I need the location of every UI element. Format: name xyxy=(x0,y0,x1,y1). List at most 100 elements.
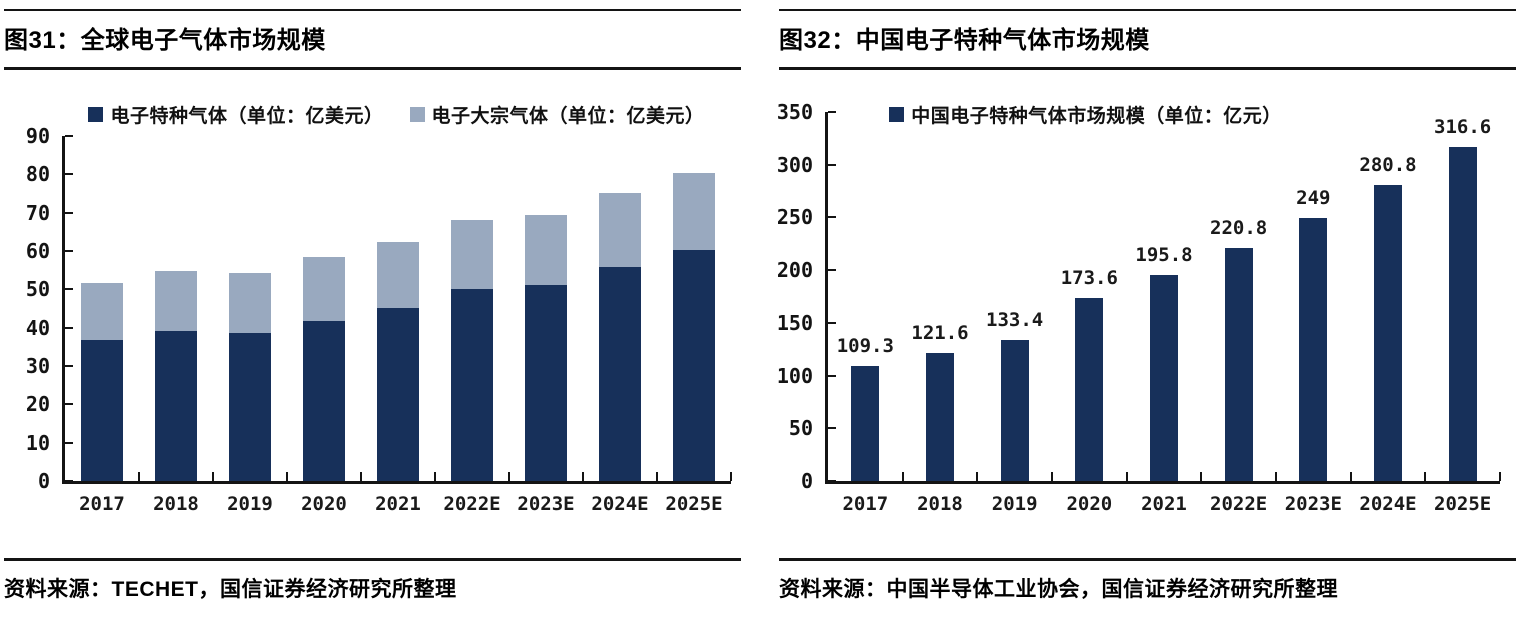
legend-swatch-icon xyxy=(88,107,104,122)
legend-item-0: 中国电子特种气体市场规模（单位：亿元） xyxy=(889,101,1282,128)
chart-legend: 电子特种气体（单位：亿美元） 电子大宗气体（单位：亿美元） xyxy=(62,101,731,128)
figure-panel-global-gas: 图31：全球电子气体市场规模 0 10 20 30 40 50 60 70 80 90 2017 20… xyxy=(4,9,741,603)
y-axis-tick xyxy=(828,480,836,482)
legend-label: 中国电子特种气体市场规模（单位：亿元） xyxy=(911,106,1282,127)
bar-segment-0 xyxy=(1150,274,1178,481)
bar-segment-0 xyxy=(599,267,641,481)
bar-segment-0 xyxy=(1299,218,1328,481)
bar-2021 xyxy=(377,136,419,481)
x-axis-label: 2017 xyxy=(79,493,125,515)
x-axis-tick xyxy=(655,472,658,481)
x-axis-tick xyxy=(508,472,510,481)
bar-2022E xyxy=(451,136,493,481)
y-axis-tick xyxy=(828,216,836,219)
y-axis-tick xyxy=(828,427,836,430)
bar-2023E xyxy=(1299,112,1328,481)
bar-value-label: 220.8 xyxy=(1210,217,1268,240)
legend-label: 电子特种气体（单位：亿美元） xyxy=(110,106,384,127)
bar-2021 xyxy=(1150,112,1178,481)
y-axis-tick-label: 40 xyxy=(25,315,50,340)
y-axis-tick-label: 30 xyxy=(25,354,50,378)
chart-legend: 中国电子特种气体市场规模（单位：亿元） xyxy=(825,101,1346,128)
y-axis-tick xyxy=(828,111,836,113)
bar-segment-0 xyxy=(1374,184,1402,481)
bar-2019 xyxy=(1000,112,1029,481)
y-axis-tick xyxy=(65,211,73,214)
y-axis-tick xyxy=(65,480,73,482)
legend-item-0: 电子特种气体（单位：亿美元） xyxy=(88,101,383,128)
y-axis-tick-label: 80 xyxy=(25,162,50,187)
bar-2020 xyxy=(1075,112,1104,481)
x-axis-label: 2023E xyxy=(1284,493,1342,515)
bar-value-label: 249 xyxy=(1296,187,1331,210)
bar-2024E xyxy=(599,136,641,481)
x-axis-tick xyxy=(286,472,288,481)
y-axis-tick-label: 0 xyxy=(37,469,50,493)
y-axis-tick-label: 350 xyxy=(776,100,813,124)
y-axis-tick xyxy=(65,365,73,368)
legend-label: 电子大宗气体（单位：亿美元） xyxy=(431,106,705,127)
y-axis-tick xyxy=(65,403,73,406)
figure-panel-china-specialty-gas: 图32：中国电子特种气体市场规模 0 50 100 150 200 250 300 350 10… xyxy=(777,9,1516,603)
bar-segment-0 xyxy=(80,339,123,481)
x-axis-label: 2020 xyxy=(301,493,347,515)
plot-area: 0 10 20 30 40 50 60 70 80 90 2017 2018 2019 2020 2021 2… xyxy=(26,126,732,514)
x-axis-label: 2021 xyxy=(1141,493,1187,515)
legend-swatch-icon xyxy=(889,107,905,122)
y-axis-tick-label: 300 xyxy=(776,152,813,177)
legend-item-1: 电子大宗气体（单位：亿美元） xyxy=(409,101,705,128)
bar-segment-0 xyxy=(377,307,419,481)
bar-segment-1 xyxy=(377,241,419,308)
y-axis-tick-label: 100 xyxy=(776,363,813,388)
bar-2024E xyxy=(1374,112,1402,481)
chart-china-specialty-gas: 0 50 100 150 200 250 300 350 109.3 2017 121.6 2018 1… xyxy=(777,70,1516,558)
bar-segment-1 xyxy=(80,283,123,340)
bar-2025E xyxy=(1448,112,1477,481)
x-axis-label: 2020 xyxy=(1066,493,1113,515)
panel-top-divider xyxy=(4,9,741,11)
x-axis-label: 2018 xyxy=(917,493,963,515)
y-axis-tick xyxy=(828,163,836,166)
x-axis-label: 2025E xyxy=(665,493,723,515)
y-axis-tick xyxy=(828,321,836,324)
y-axis-tick xyxy=(65,135,73,137)
x-axis-tick xyxy=(1349,472,1352,481)
bar-segment-0 xyxy=(1000,340,1029,481)
x-axis-label: 2022E xyxy=(1210,493,1268,515)
bar-segment-0 xyxy=(525,284,567,481)
x-axis-label: 2025E xyxy=(1434,493,1492,515)
source-note: 资料来源：TECHET，国信证券经济研究所整理 xyxy=(4,578,457,601)
y-axis-tick xyxy=(65,173,73,176)
y-axis-tick-label: 90 xyxy=(25,124,50,148)
x-axis-label: 2021 xyxy=(375,493,421,515)
bar-2018 xyxy=(155,136,197,481)
x-axis-label: 2024E xyxy=(1359,493,1417,515)
bar-2017 xyxy=(80,136,123,481)
y-axis-tick-label: 20 xyxy=(25,392,50,417)
bar-segment-0 xyxy=(673,250,715,481)
y-axis-tick-label: 70 xyxy=(25,200,50,225)
bar-2022E xyxy=(1224,112,1253,481)
bar-value-label: 280.8 xyxy=(1359,153,1417,176)
x-axis-label: 2024E xyxy=(591,493,649,515)
bar-segment-0 xyxy=(451,289,493,481)
bar-segment-0 xyxy=(303,321,345,481)
y-axis-tick-label: 200 xyxy=(776,258,813,283)
x-axis-label: 2022E xyxy=(443,493,501,515)
y-axis-tick-label: 10 xyxy=(25,430,50,455)
legend-swatch-icon xyxy=(409,107,425,122)
figure-title: 图31：全球电子气体市场规模 xyxy=(4,27,326,54)
bar-segment-0 xyxy=(1075,297,1104,481)
bar-segment-1 xyxy=(229,273,271,333)
x-axis-label: 2018 xyxy=(153,493,199,515)
y-axis-tick-label: 0 xyxy=(800,469,813,493)
plot-area: 0 50 100 150 200 250 300 350 109.3 2017 121.6 2018 1… xyxy=(777,102,1501,514)
title-divider xyxy=(4,67,741,70)
bar-value-label: 173.6 xyxy=(1060,266,1118,289)
title-divider xyxy=(779,67,1516,70)
bar-segment-1 xyxy=(451,220,493,290)
x-axis-tick xyxy=(901,472,904,481)
bar-value-label: 195.8 xyxy=(1135,243,1193,266)
bar-value-label: 316.6 xyxy=(1434,116,1492,139)
x-axis-tick xyxy=(1125,472,1128,481)
